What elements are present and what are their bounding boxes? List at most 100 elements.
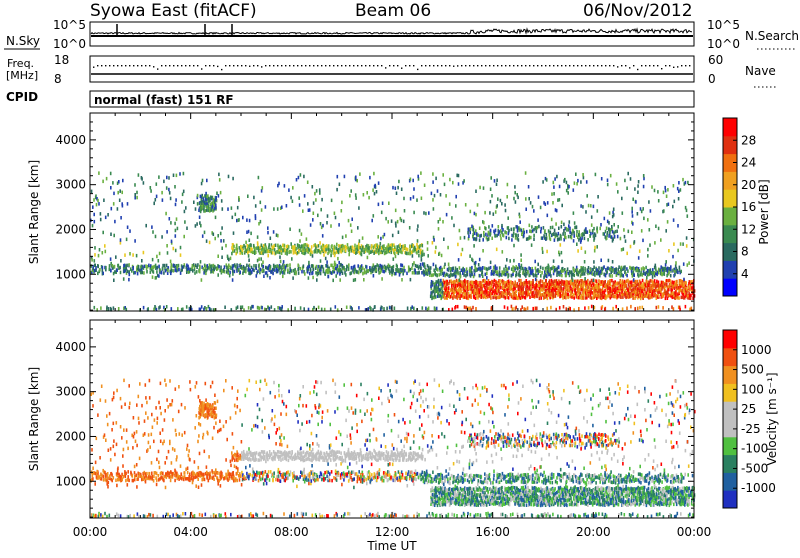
nave-dot xyxy=(385,67,386,68)
echo-cell xyxy=(599,227,601,231)
echo-cell xyxy=(536,230,538,234)
echo-cell xyxy=(101,474,103,478)
echo-cell xyxy=(626,274,628,278)
echo-cell xyxy=(473,275,475,279)
echo-cell xyxy=(274,268,276,272)
echo-cell xyxy=(619,292,621,296)
echo-cell xyxy=(508,237,510,241)
echo-cell xyxy=(330,308,332,312)
nave-dot xyxy=(133,65,134,66)
echo-cell xyxy=(612,307,614,311)
echo-cell xyxy=(129,273,131,277)
nave-dot xyxy=(573,65,574,66)
echo-cell xyxy=(104,244,106,248)
echo-cell xyxy=(310,253,312,257)
echo-cell xyxy=(444,183,446,187)
nave-dot xyxy=(161,65,162,66)
nave-dot xyxy=(409,65,410,66)
nave-dot xyxy=(353,65,354,66)
echo-cell xyxy=(620,237,622,241)
echo-cell xyxy=(479,258,481,262)
echo-cell xyxy=(410,178,412,182)
echo-cell xyxy=(257,235,259,239)
echo-cell xyxy=(691,307,693,311)
echo-cell xyxy=(173,247,175,251)
echo-cell xyxy=(125,472,127,476)
echo-cell xyxy=(355,193,357,197)
echo-cell xyxy=(362,272,364,276)
echo-cell xyxy=(468,292,470,296)
nave-dot xyxy=(681,65,682,66)
echo-cell xyxy=(577,279,579,283)
echo-cell xyxy=(460,253,462,257)
echo-cell xyxy=(93,198,95,202)
echo-cell xyxy=(378,203,380,207)
echo-cell xyxy=(183,172,185,176)
echo-cell xyxy=(571,270,573,274)
echo-cell xyxy=(248,268,250,272)
echo-cell xyxy=(495,296,497,300)
echo-cell xyxy=(118,307,120,311)
echo-cell xyxy=(202,179,204,183)
echo-cell xyxy=(525,208,527,212)
echo-cell xyxy=(594,273,596,277)
echo-cell xyxy=(489,281,491,285)
echo-cell xyxy=(540,279,542,283)
echo-cell xyxy=(98,254,100,258)
echo-cell xyxy=(436,307,438,311)
echo-cell xyxy=(556,209,558,213)
echo-cell xyxy=(427,254,429,258)
echo-cell xyxy=(99,268,101,272)
echo-cell xyxy=(280,247,282,251)
echo-cell xyxy=(608,227,610,231)
echo-cell xyxy=(634,240,636,244)
nave-dot xyxy=(277,65,278,66)
echo-cell xyxy=(257,259,259,263)
echo-cell xyxy=(442,173,444,177)
echo-cell xyxy=(282,249,284,253)
nave-dot xyxy=(421,65,422,66)
echo-cell xyxy=(342,272,344,276)
echo-cell xyxy=(606,227,608,231)
nave-dot xyxy=(597,65,598,66)
echo-cell xyxy=(277,234,279,238)
echo-cell xyxy=(273,244,275,248)
echo-cell xyxy=(270,270,272,274)
echo-cell xyxy=(119,189,121,193)
echo-cell xyxy=(685,305,687,309)
echo-cell xyxy=(141,176,143,180)
echo-cell xyxy=(610,271,612,275)
echo-cell xyxy=(521,305,523,309)
echo-cell xyxy=(267,254,269,258)
echo-cell xyxy=(363,193,365,197)
echo-cell xyxy=(621,269,623,273)
echo-cell xyxy=(604,280,606,284)
echo-cell xyxy=(431,192,433,196)
echo-cell xyxy=(613,231,615,235)
nsky-trace xyxy=(91,29,692,34)
echo-cell xyxy=(573,231,575,235)
echo-cell xyxy=(633,278,635,282)
echo-cell xyxy=(364,268,366,272)
echo-cell xyxy=(428,307,430,311)
echo-cell xyxy=(204,478,206,482)
echo-cell xyxy=(529,229,531,233)
echo-cell xyxy=(313,306,315,310)
echo-cell xyxy=(156,195,158,199)
echo-cell xyxy=(526,230,528,234)
echo-cell xyxy=(348,263,350,267)
echo-cell xyxy=(612,291,614,295)
echo-cell xyxy=(518,263,520,267)
nave-dot xyxy=(529,65,530,66)
echo-cell xyxy=(250,244,252,248)
echo-cell xyxy=(285,473,287,477)
echo-cell xyxy=(253,264,255,268)
echo-cell xyxy=(166,305,168,309)
echo-cell xyxy=(374,305,376,309)
echo-cell xyxy=(175,198,177,202)
echo-cell xyxy=(100,212,102,216)
nave-dot xyxy=(465,65,466,66)
echo-cell xyxy=(500,286,502,290)
echo-cell xyxy=(489,211,491,215)
echo-cell xyxy=(339,278,341,282)
